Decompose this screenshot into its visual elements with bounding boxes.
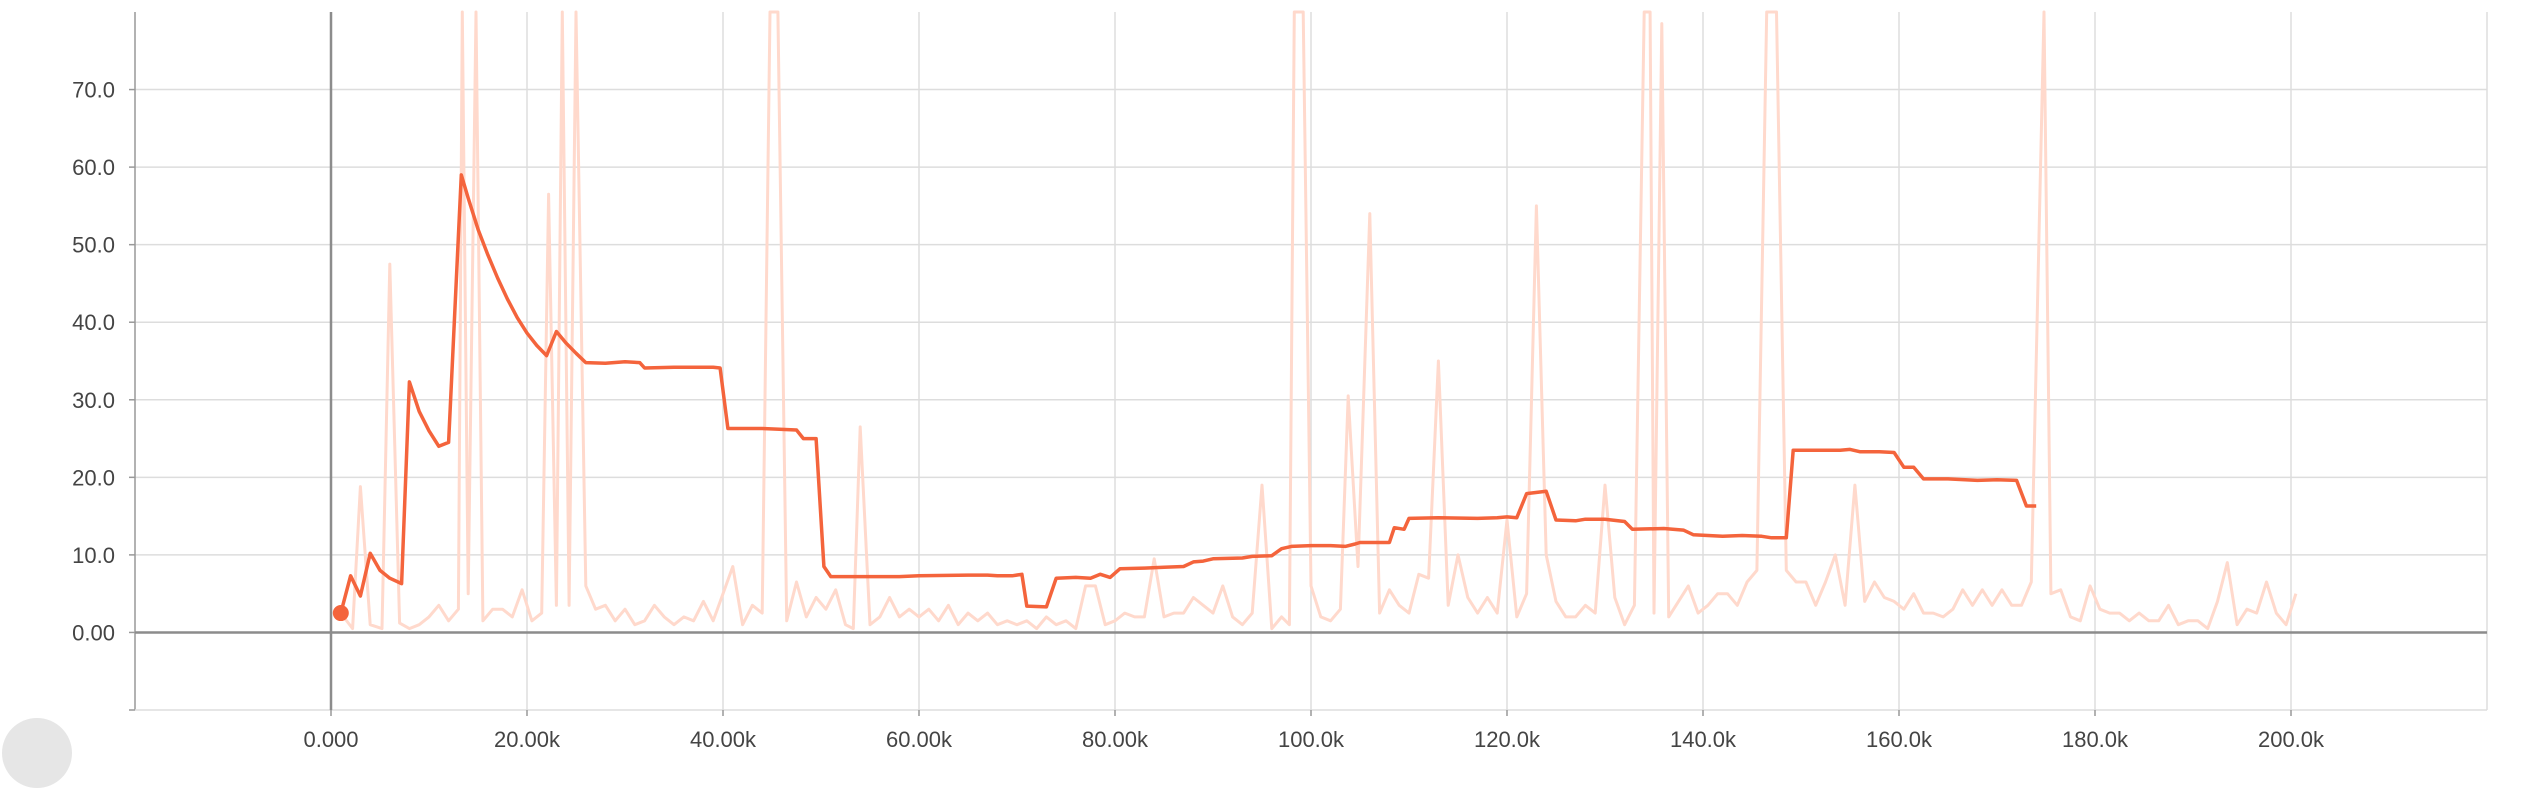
y-tick-label: 40.0 xyxy=(72,310,115,335)
grid-lines xyxy=(135,12,2487,710)
y-tick-label: 50.0 xyxy=(72,233,115,258)
x-tick-label: 20.00k xyxy=(494,727,561,752)
chart-container: 0.000 20.00k 40.00k 60.00k 80.00k 100.0k 120.0… xyxy=(2,10,2488,788)
y-tick-labels: 0.00 10.0 20.0 30.0 40.0 50.0 60.0 70.0 xyxy=(72,78,115,646)
x-tick-label: 60.00k xyxy=(886,727,953,752)
raw-series xyxy=(339,10,2298,631)
line-chart: 0.000 20.00k 40.00k 60.00k 80.00k 100.0k 120.0… xyxy=(72,10,2488,752)
y-tick-label: 10.0 xyxy=(72,543,115,568)
x-tick-labels: 0.000 20.00k 40.00k 60.00k 80.00k 100.0k 120.0… xyxy=(303,727,2325,752)
smoothed-series xyxy=(339,173,2037,614)
smoothed-series-line xyxy=(339,173,2037,614)
corner-circle-decoration xyxy=(2,718,72,788)
x-tick-label: 200.0k xyxy=(2258,727,2325,752)
raw-series-line xyxy=(339,10,2298,631)
x-tick-label: 180.0k xyxy=(2062,727,2129,752)
axes xyxy=(129,12,2488,716)
x-tick-label: 100.0k xyxy=(1278,727,1345,752)
y-tick-label: 70.0 xyxy=(72,78,115,103)
y-tick-label: 30.0 xyxy=(72,388,115,413)
x-tick-label: 0.000 xyxy=(303,727,358,752)
marker-layer xyxy=(332,605,349,622)
x-tick-label: 140.0k xyxy=(1670,727,1737,752)
x-tick-label: 160.0k xyxy=(1866,727,1933,752)
x-tick-label: 40.00k xyxy=(690,727,757,752)
x-tick-label: 80.00k xyxy=(1082,727,1149,752)
y-tick-label: 60.0 xyxy=(72,155,115,180)
x-tick-label: 120.0k xyxy=(1474,727,1541,752)
data-point-marker[interactable] xyxy=(332,605,349,622)
y-tick-label: 20.0 xyxy=(72,465,115,490)
y-tick-label: 0.00 xyxy=(72,620,115,645)
